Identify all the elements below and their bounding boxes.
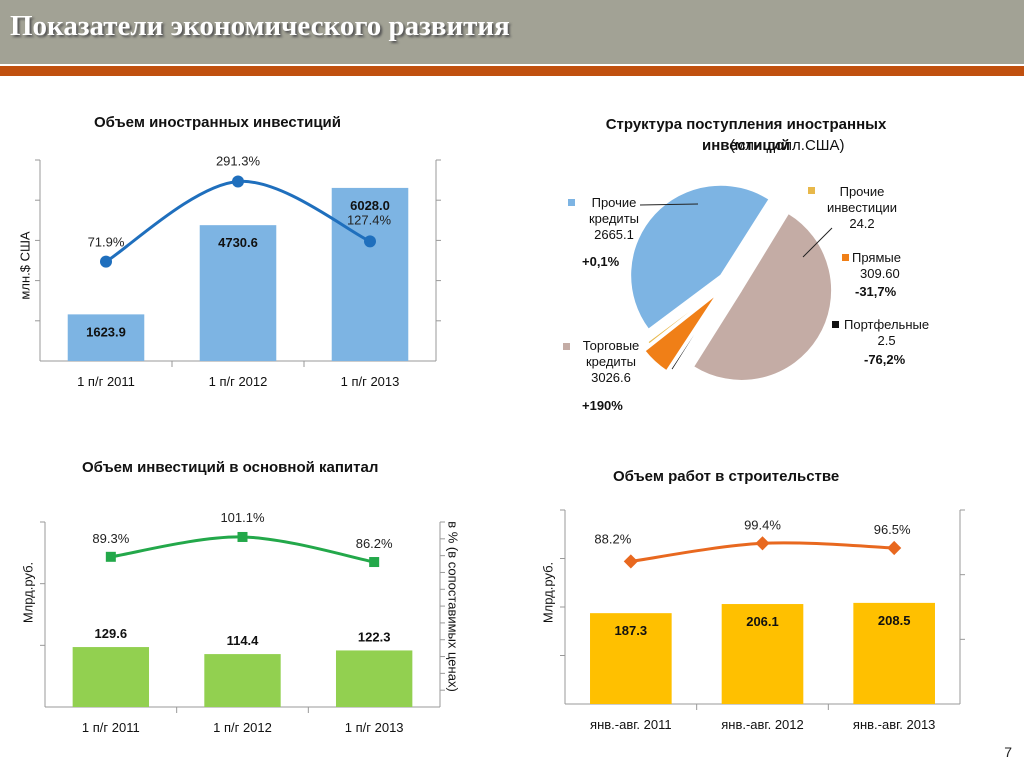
chart4-bar [721, 604, 804, 704]
pie-leader-other-investments [802, 227, 833, 258]
pie-label-other-investments: Прочие инвестиции 24.2 [818, 184, 906, 232]
pie-slice-direct [644, 294, 717, 372]
pie-label-other-credits: Прочие кредиты 2665.1 [578, 195, 650, 243]
pie-legend-swatch-other-investments [808, 187, 815, 194]
chart3-bar [335, 650, 413, 707]
chart4-line-point [755, 536, 770, 551]
pie-label-trade-credits: Торговые кредиты 3026.6 [574, 338, 648, 386]
chart3-line-point [237, 531, 248, 542]
pie-legend-swatch-portfolio [832, 321, 839, 328]
chart4-bar-value-label: 206.1 [746, 614, 779, 629]
chart4-bar [853, 602, 935, 704]
chart3-line-point [105, 551, 116, 562]
pie-value-other-investments: 24.2 [849, 216, 875, 231]
chart4-line-point [623, 554, 638, 569]
pie-slice-portfolio [670, 293, 721, 371]
page-number: 7 [1004, 744, 1012, 760]
chart1-line-value-label: 127.4% [347, 212, 392, 227]
chart4-title: Объем работ в строительстве [613, 468, 840, 485]
pie-value-other-credits: 2665.1 [594, 227, 634, 242]
chart4-x-tick-label: янв.-авг. 2011 [590, 717, 672, 732]
pie-legend-swatch-trade-credits [563, 343, 570, 350]
chart3-title: Объем инвестиций в основной капитал [82, 459, 379, 476]
chart4-bar [590, 613, 672, 704]
chart1-bar-value-label: 6028.0 [350, 198, 390, 213]
pie-legend-swatch-other-credits [568, 199, 575, 206]
chart3-x-tick-label: 1 п/г 2011 [82, 720, 140, 735]
pie-slice-trade-credits [693, 212, 833, 381]
chart3-x-tick-label: 1 п/г 2013 [345, 720, 404, 735]
pie-value-direct: 309.60 [860, 266, 900, 281]
chart1-line-value-label: 291.3% [216, 153, 261, 168]
chart3-line-point [369, 557, 380, 568]
chart1-bar [331, 187, 409, 361]
chart3-bar [204, 654, 281, 707]
pie-label-portfolio: Портфельные 2.5 [844, 317, 929, 349]
title-banner: Показатели экономического развития [0, 0, 1024, 64]
chart1-line-value-label: 71.9% [88, 235, 125, 250]
chart1-line-point [100, 255, 112, 268]
chart1-title: Объем иностранных инвестиций [94, 114, 341, 131]
chart1-bar [199, 225, 277, 361]
chart3-line-value-label: 89.3% [92, 531, 129, 546]
pie-slice-other-credits [630, 184, 770, 330]
pie-value-trade-credits: 3026.6 [591, 370, 631, 385]
pie-name-trade-credits: Торговые кредиты [582, 338, 640, 369]
chart4-line-point [887, 540, 902, 556]
chart4-line-value-label: 99.4% [744, 517, 781, 532]
pie-change-trade-credits: +190% [582, 398, 623, 413]
chart3-bar-value-label: 122.3 [358, 629, 391, 644]
chart3-x-tick-label: 1 п/г 2012 [213, 720, 272, 735]
pie-change-portfolio: -76,2% [864, 352, 906, 367]
chart3-line-value-label: 86.2% [356, 536, 393, 551]
pie-value-portfolio: 2.5 [877, 333, 896, 348]
pie-name-direct: Прямые [852, 250, 901, 265]
chart1-x-tick-label: 1 п/г 2011 [77, 374, 135, 389]
pie-slice-other-investments [647, 287, 721, 345]
chart4-x-tick-label: янв.-авг. 2012 [721, 717, 804, 732]
pie-leader-other-credits [639, 203, 699, 206]
chart4-line-value-label: 96.5% [874, 522, 911, 537]
pie-name-other-investments: Прочие инвестиции [826, 184, 898, 215]
chart4-line-value-label: 88.2% [594, 531, 631, 546]
chart1-x-tick-label: 1 п/г 2013 [341, 374, 400, 389]
chart2-title-normal: (млн.долл.США) [730, 137, 845, 154]
chart4-bar-value-label: 208.5 [878, 613, 911, 628]
pie-change-other-credits: +0,1% [582, 254, 620, 269]
chart3-bar [72, 647, 150, 707]
chart1-bar-value-label: 1623.9 [86, 324, 126, 339]
chart3-bar-value-label: 114.4 [227, 633, 260, 648]
chart1-line-point [364, 235, 376, 248]
chart4-x-tick-label: янв.-авг. 2013 [853, 717, 936, 732]
chart2-title-bold: Структура поступления иностранных инвест… [605, 116, 887, 154]
chart1-line-point [232, 175, 244, 188]
page-title: Показатели экономического развития [10, 10, 510, 42]
pie-change-direct: -31,7% [855, 284, 897, 299]
pie-name-other-credits: Прочие кредиты [588, 195, 639, 226]
pie-legend-swatch-direct [842, 254, 849, 261]
chart2-title: Структура поступления иностранных инвест… [566, 114, 926, 156]
chart1-bar-value-label: 4730.6 [218, 235, 258, 250]
chart3-line-value-label: 101.1% [220, 510, 265, 525]
chart1-x-tick-label: 1 п/г 2012 [209, 374, 268, 389]
chart1-bar [67, 314, 145, 361]
pie-name-portfolio: Портфельные [844, 317, 930, 332]
chart3-bar-value-label: 129.6 [95, 626, 128, 641]
accent-stripe [0, 66, 1024, 76]
chart4-bar-value-label: 187.3 [615, 623, 648, 638]
pie-label-direct: Прямые 309.60 [852, 250, 901, 282]
